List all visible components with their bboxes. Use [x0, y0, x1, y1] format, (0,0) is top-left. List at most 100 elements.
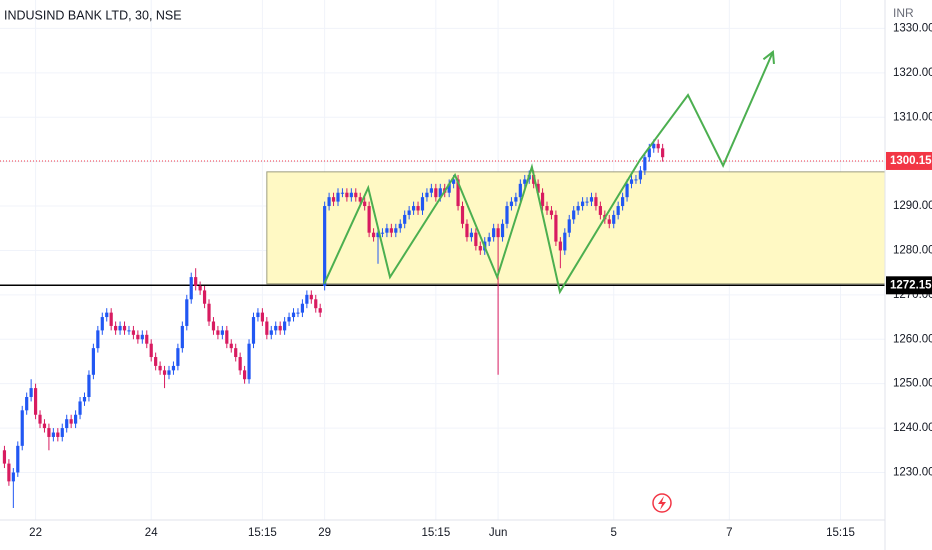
candle-body [25, 396, 29, 411]
y-tick-label: 1290.00 [893, 200, 932, 212]
candle-body [607, 219, 611, 224]
candle-body [247, 343, 251, 380]
candle-body [318, 308, 322, 313]
candle-body [598, 206, 602, 215]
candle-body [7, 463, 11, 482]
candle-body [643, 157, 647, 171]
candle-body [180, 325, 184, 349]
candle-body [87, 374, 91, 397]
candle-body [269, 330, 273, 335]
candle-body [661, 148, 665, 158]
candle-body [438, 188, 442, 198]
candle-body [389, 228, 393, 233]
candle-body [309, 294, 313, 300]
alert-icon[interactable] [652, 493, 672, 513]
candle-body [278, 325, 282, 331]
y-tick-label: 1320.00 [893, 67, 932, 79]
candle-body [118, 325, 122, 331]
candle-body [452, 179, 456, 184]
candle-body [29, 388, 33, 397]
candle-body [621, 197, 625, 207]
candle-body [371, 232, 376, 238]
candle-body [469, 232, 474, 238]
candle-body [420, 197, 425, 211]
candle-body [149, 343, 153, 358]
candle-body [154, 357, 158, 366]
candle-body [336, 192, 340, 202]
candle-body [122, 325, 127, 331]
y-tick-label: 1240.00 [893, 422, 932, 434]
candle-body [51, 432, 55, 437]
candle-body [105, 312, 109, 318]
candle-body [185, 299, 189, 326]
candle-body [291, 312, 296, 318]
candle-body [589, 197, 594, 202]
candle-body [305, 294, 309, 304]
candle-body [340, 192, 345, 194]
candle-body [523, 179, 527, 184]
x-tick-label: 15:15 [826, 527, 855, 539]
candle-body [345, 192, 349, 198]
candle-body [287, 317, 291, 322]
price-label-bg [886, 276, 932, 295]
projection-arrowhead [762, 50, 775, 64]
candle-body [629, 179, 634, 184]
candle-body [514, 197, 518, 202]
candle-body [545, 206, 549, 211]
candle-body [11, 472, 15, 482]
candle-body [425, 192, 429, 198]
candle-body [91, 348, 95, 375]
candle-body [354, 192, 358, 198]
candle-body [652, 143, 656, 149]
candle-body [229, 343, 233, 349]
candle-body [576, 206, 580, 211]
candle-body [456, 179, 460, 207]
candle-body [540, 192, 545, 207]
candle-body [554, 214, 558, 242]
price-label-bg [886, 151, 932, 170]
candle-body [594, 197, 598, 207]
candle-body [367, 206, 371, 233]
candle-body [202, 290, 207, 304]
candle-body [474, 232, 478, 247]
candle-body [234, 348, 238, 358]
x-tick-label: Jun [489, 527, 508, 539]
candle-body [136, 334, 140, 340]
candle-body [634, 179, 638, 181]
candle-body [460, 206, 465, 224]
candle-body [16, 445, 20, 473]
candle-body [505, 206, 509, 224]
x-tick-label: 15:15 [248, 527, 277, 539]
candle-body [162, 370, 167, 375]
candle-body [78, 401, 82, 415]
candle-body [189, 277, 193, 300]
candle-body [518, 183, 522, 198]
candle-body [349, 192, 353, 198]
candle-body [167, 370, 171, 375]
candle-body [407, 210, 411, 215]
candle-body [127, 330, 131, 332]
candle-body [38, 414, 42, 424]
x-tick-label: 15:15 [421, 527, 450, 539]
candle-body [207, 303, 211, 322]
candle-body [283, 321, 287, 331]
chart-title: INDUSIND BANK LTD, 30, NSE [4, 8, 182, 22]
candle-body [114, 325, 118, 331]
candle-body [572, 210, 576, 220]
candle-body [625, 183, 629, 198]
candle-body [612, 214, 616, 224]
y-tick-label: 1310.00 [893, 111, 932, 123]
x-tick-label: 7 [726, 527, 732, 539]
candle-body [656, 143, 660, 149]
candle-body [327, 197, 331, 207]
projection-path [323, 51, 774, 295]
candle-body [314, 299, 318, 309]
candle-body [20, 410, 24, 446]
candle-body [251, 317, 256, 344]
candle-body [647, 148, 651, 158]
candle-body [487, 237, 491, 242]
candle-body [323, 206, 327, 286]
candle-body [536, 183, 540, 193]
price-label: 1300.15 [890, 155, 932, 167]
